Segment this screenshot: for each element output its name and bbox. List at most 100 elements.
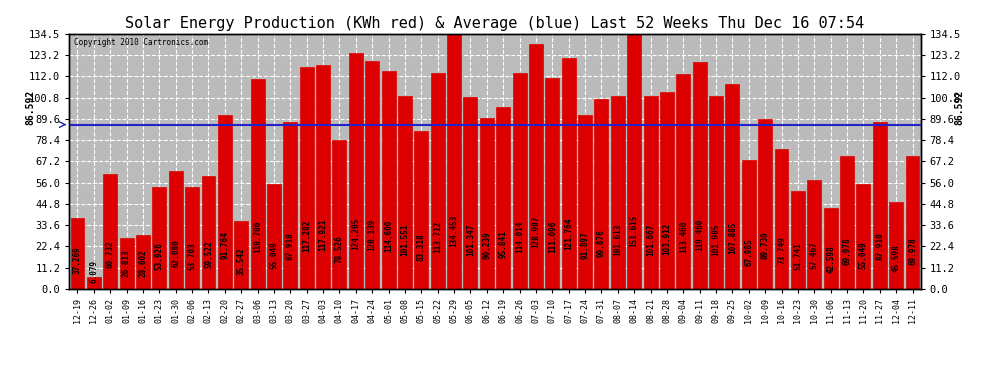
Text: 53.926: 53.926 xyxy=(154,242,164,270)
Bar xyxy=(513,73,527,289)
Bar xyxy=(906,156,920,289)
Text: 6.079: 6.079 xyxy=(89,260,98,283)
Bar xyxy=(529,44,543,289)
Text: 120.139: 120.139 xyxy=(367,218,377,251)
Text: 26.813: 26.813 xyxy=(122,250,131,278)
Bar xyxy=(791,190,805,289)
Text: 83.318: 83.318 xyxy=(417,234,426,261)
Bar xyxy=(463,97,477,289)
Bar xyxy=(807,180,822,289)
Text: 90.239: 90.239 xyxy=(482,231,491,259)
Bar xyxy=(283,122,297,289)
Text: 114.014: 114.014 xyxy=(515,220,524,252)
Text: 113.712: 113.712 xyxy=(434,220,443,253)
Text: 119.460: 119.460 xyxy=(695,219,704,251)
Text: 124.205: 124.205 xyxy=(351,217,360,250)
Bar xyxy=(87,277,101,289)
Text: 101.613: 101.613 xyxy=(613,224,623,256)
Text: 69.978: 69.978 xyxy=(842,237,851,265)
Text: 107.885: 107.885 xyxy=(728,222,737,254)
Bar xyxy=(774,149,788,289)
Bar xyxy=(365,61,379,289)
Text: 151.615: 151.615 xyxy=(630,214,639,247)
Bar xyxy=(709,96,723,289)
Text: 53.703: 53.703 xyxy=(187,242,197,270)
Text: 37.269: 37.269 xyxy=(73,247,82,274)
Text: 73.749: 73.749 xyxy=(777,236,786,264)
Bar xyxy=(415,131,429,289)
Bar xyxy=(136,234,149,289)
Bar xyxy=(856,184,870,289)
Bar xyxy=(561,58,575,289)
Bar xyxy=(250,79,264,289)
Bar xyxy=(726,84,740,289)
Text: 62.080: 62.080 xyxy=(171,240,180,267)
Bar xyxy=(611,96,625,289)
Bar xyxy=(496,107,510,289)
Bar xyxy=(267,184,281,289)
Bar xyxy=(70,218,84,289)
Bar xyxy=(348,53,362,289)
Bar xyxy=(120,238,134,289)
Text: 78.526: 78.526 xyxy=(335,235,344,262)
Text: 57.467: 57.467 xyxy=(810,241,819,268)
Bar xyxy=(594,99,609,289)
Text: 101.347: 101.347 xyxy=(466,224,475,256)
Text: 35.542: 35.542 xyxy=(237,247,246,275)
Bar xyxy=(316,65,330,289)
Text: 86.592: 86.592 xyxy=(954,89,964,124)
Text: 91.897: 91.897 xyxy=(580,231,590,259)
Text: Copyright 2010 Cartronics.com: Copyright 2010 Cartronics.com xyxy=(73,38,208,46)
Bar xyxy=(168,171,183,289)
Bar xyxy=(889,202,903,289)
Bar xyxy=(628,34,642,289)
Text: 121.764: 121.764 xyxy=(564,218,573,250)
Text: 28.602: 28.602 xyxy=(139,249,148,277)
Text: 67.985: 67.985 xyxy=(744,238,753,266)
Text: 59.522: 59.522 xyxy=(204,240,213,268)
Title: Solar Energy Production (KWh red) & Average (blue) Last 52 Weeks Thu Dec 16 07:5: Solar Energy Production (KWh red) & Aver… xyxy=(126,16,864,31)
Text: 101.667: 101.667 xyxy=(646,224,655,256)
Bar xyxy=(824,208,838,289)
Text: 99.876: 99.876 xyxy=(597,229,606,256)
Bar xyxy=(300,66,314,289)
Text: 87.910: 87.910 xyxy=(875,232,884,260)
Text: 114.600: 114.600 xyxy=(384,220,393,252)
Text: 117.921: 117.921 xyxy=(319,219,328,251)
Bar xyxy=(873,122,887,289)
Text: 101.551: 101.551 xyxy=(400,224,410,256)
Text: 101.905: 101.905 xyxy=(712,224,721,256)
Text: 42.598: 42.598 xyxy=(826,245,836,273)
Text: 55.049: 55.049 xyxy=(859,242,868,269)
Bar xyxy=(185,187,199,289)
Text: 91.764: 91.764 xyxy=(221,231,230,259)
Bar xyxy=(218,115,232,289)
Text: 60.732: 60.732 xyxy=(106,240,115,268)
Bar xyxy=(333,140,346,289)
Bar xyxy=(578,114,592,289)
Bar xyxy=(480,118,494,289)
Bar xyxy=(152,186,166,289)
Bar xyxy=(103,174,117,289)
Text: 86.592: 86.592 xyxy=(26,89,36,124)
Text: 55.049: 55.049 xyxy=(269,242,278,269)
Bar xyxy=(742,160,755,289)
Text: 87.910: 87.910 xyxy=(286,232,295,260)
Bar xyxy=(841,156,854,289)
Text: 128.907: 128.907 xyxy=(532,216,541,248)
Text: 117.202: 117.202 xyxy=(302,219,311,252)
Bar xyxy=(202,176,216,289)
Text: 103.912: 103.912 xyxy=(662,223,671,255)
Text: 45.598: 45.598 xyxy=(892,244,901,272)
Bar xyxy=(660,92,674,289)
Text: 95.841: 95.841 xyxy=(499,230,508,258)
Bar xyxy=(644,96,657,289)
Bar xyxy=(447,34,461,289)
Bar xyxy=(398,96,412,289)
Text: 134.453: 134.453 xyxy=(449,214,458,247)
Bar xyxy=(431,73,445,289)
Bar xyxy=(758,118,772,289)
Bar xyxy=(381,72,396,289)
Bar xyxy=(676,74,690,289)
Bar xyxy=(545,78,559,289)
